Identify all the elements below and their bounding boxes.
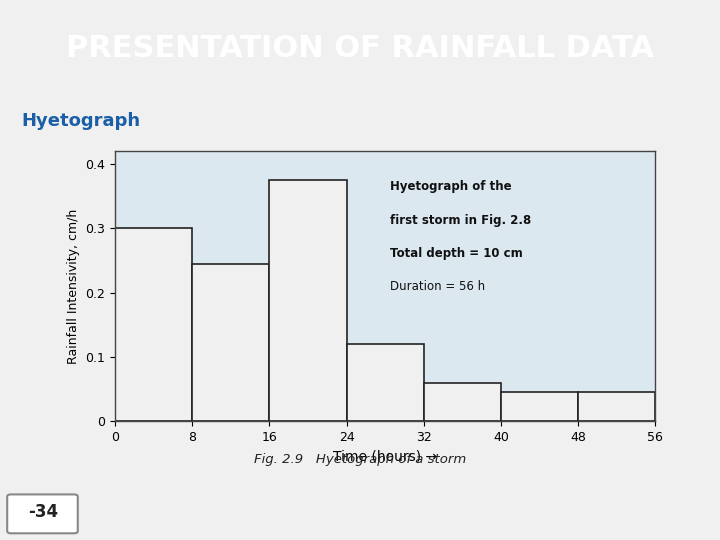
Bar bbox=[424, 383, 501, 421]
Bar bbox=[346, 344, 424, 421]
Text: Hyetograph: Hyetograph bbox=[22, 112, 140, 131]
Bar bbox=[192, 264, 269, 421]
Text: PRESENTATION OF RAINFALL DATA: PRESENTATION OF RAINFALL DATA bbox=[66, 34, 654, 63]
Text: Duration = 56 h: Duration = 56 h bbox=[390, 280, 485, 293]
Text: Fig. 2.9   Hyetograph of a storm: Fig. 2.9 Hyetograph of a storm bbox=[254, 453, 466, 465]
Text: -34: -34 bbox=[28, 503, 58, 521]
Text: Total depth = 10 cm: Total depth = 10 cm bbox=[390, 247, 523, 260]
Bar bbox=[578, 392, 655, 421]
X-axis label: Time (hours) →: Time (hours) → bbox=[333, 449, 437, 463]
Text: first storm in Fig. 2.8: first storm in Fig. 2.8 bbox=[390, 213, 531, 227]
Bar bbox=[115, 228, 192, 421]
Text: Hyetograph of the: Hyetograph of the bbox=[390, 180, 512, 193]
FancyBboxPatch shape bbox=[7, 495, 78, 534]
Bar bbox=[501, 392, 578, 421]
Bar bbox=[269, 180, 346, 421]
Y-axis label: Rainfall Intensivity, cm/h: Rainfall Intensivity, cm/h bbox=[67, 208, 80, 364]
